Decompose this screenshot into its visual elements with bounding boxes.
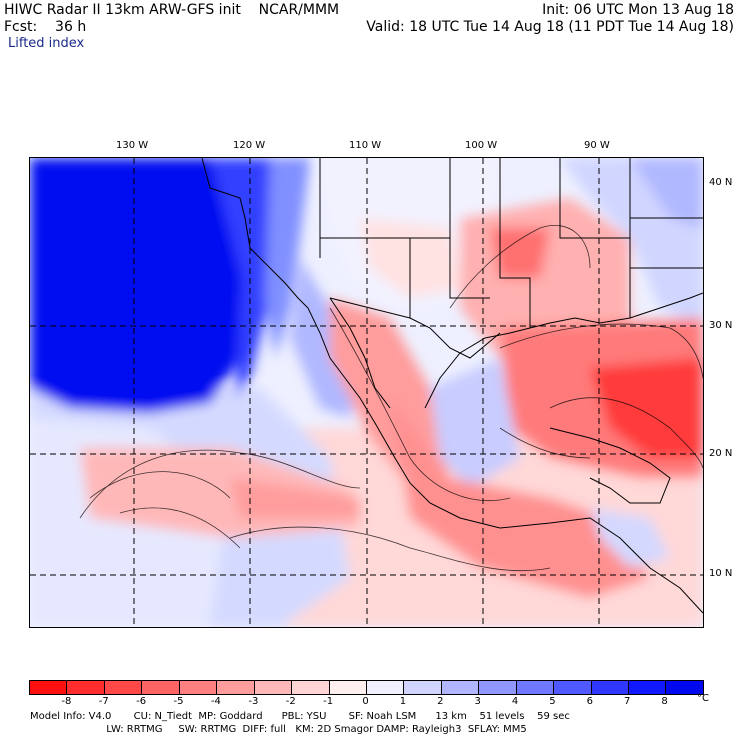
colorbar-segment xyxy=(629,681,667,694)
colorbar-tick-label: 3 xyxy=(474,696,481,707)
colorbar-segment xyxy=(254,681,293,694)
lifted-index-field xyxy=(30,158,703,627)
colorbar-tick-label: 1 xyxy=(399,696,407,707)
model-title: HIWC Radar II 13km ARW-GFS init NCAR/MMM xyxy=(4,2,340,18)
lon-label-100w: 100 W xyxy=(465,140,498,151)
lon-label-110w: 110 W xyxy=(349,140,382,151)
colorbar-segment xyxy=(366,681,405,694)
lifted-index-map xyxy=(29,157,704,628)
lon-label-90w: 90 W xyxy=(584,140,610,151)
lat-label-40n: 40 N xyxy=(709,177,733,188)
model-info-line2: LW: RRTMG SW: RRTMG DIFF: full KM: 2D Sm… xyxy=(30,724,527,735)
colorbar-segment xyxy=(554,681,592,694)
colorbar-tick-label: 8 xyxy=(661,696,668,707)
colorbar-segment xyxy=(217,681,255,694)
colorbar xyxy=(29,680,704,695)
colorbar-tick-label: -6 xyxy=(136,696,147,707)
colorbar-segment xyxy=(67,681,105,694)
colorbar-tick-label: 0 xyxy=(362,696,369,707)
colorbar-tick-label: 6 xyxy=(586,696,594,707)
colorbar-tick-label: -5 xyxy=(173,696,184,707)
lat-label-30n: 30 N xyxy=(709,320,733,331)
colorbar-segment xyxy=(292,681,330,694)
colorbar-tick-label: -8 xyxy=(61,696,72,707)
colorbar-segment xyxy=(142,681,180,694)
colorbar-segment xyxy=(479,681,517,694)
colorbar-segment xyxy=(441,681,480,694)
forecast-hour: Fcst: 36 h xyxy=(4,19,87,35)
valid-time: Valid: 18 UTC Tue 14 Aug 18 (11 PDT Tue … xyxy=(366,19,734,35)
colorbar-tick-label: -1 xyxy=(323,696,334,707)
colorbar-tick-label: 7 xyxy=(624,696,631,707)
lon-label-120w: 120 W xyxy=(233,140,266,151)
colorbar-segment xyxy=(329,681,367,694)
lat-label-10n: 10 N xyxy=(709,568,733,579)
lat-label-20n: 20 N xyxy=(709,448,733,459)
colorbar-segment xyxy=(30,681,68,694)
colorbar-segment xyxy=(404,681,442,694)
colorbar-tick-label: -4 xyxy=(210,696,221,707)
colorbar-tick-label: -3 xyxy=(248,696,259,707)
colorbar-segment xyxy=(516,681,555,694)
colorbar-tick-label: 2 xyxy=(437,696,444,707)
graticule xyxy=(30,158,703,627)
colorbar-tick-label: -7 xyxy=(98,696,109,707)
colorbar-tick-label: -2 xyxy=(285,696,296,707)
lon-label-130w: 130 W xyxy=(116,140,149,151)
colorbar-segment xyxy=(591,681,629,694)
contour-lines xyxy=(79,225,703,572)
colorbar-segment xyxy=(104,681,143,694)
colorbar-segment xyxy=(179,681,218,694)
colorbar-tick-label: 4 xyxy=(511,696,519,707)
map-canvas xyxy=(30,158,703,627)
colorbar-segment xyxy=(666,681,703,694)
field-name: Lifted index xyxy=(8,36,85,51)
colorbar-tick-label: 5 xyxy=(549,696,556,707)
init-time: Init: 06 UTC Mon 13 Aug 18 xyxy=(542,2,734,18)
colorbar-unit: °C xyxy=(697,693,709,704)
model-info-line1: Model Info: V4.0 CU: N_Tiedt MP: Goddard… xyxy=(30,711,570,722)
